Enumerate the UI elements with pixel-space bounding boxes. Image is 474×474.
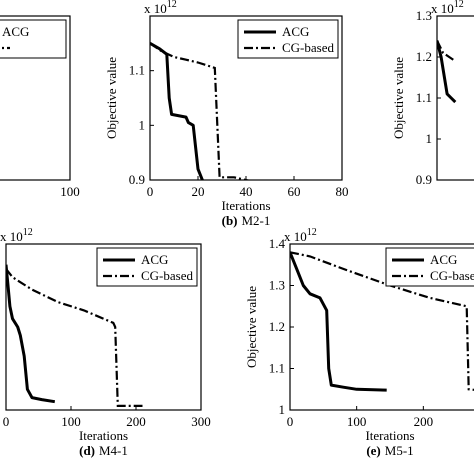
x-tick-label: 100 — [347, 414, 367, 429]
panel-caption-tag: (d) — [79, 443, 95, 458]
x-tick-label: 0 — [147, 184, 154, 199]
y-scale-base: x 10 — [431, 1, 454, 16]
legend-box — [237, 19, 339, 59]
y-tick-label: 1.4 — [269, 236, 286, 251]
panel-c-partial: 0.9 1 1.1 1.2 1.3 x 1012 Objective value — [391, 0, 474, 187]
y-tick-label: 1 — [139, 117, 146, 132]
y-scale-factor: x 1012 — [144, 0, 177, 16]
y-tick-label: 1 — [426, 131, 433, 146]
y-tick-label: 1.2 — [269, 319, 285, 334]
legend-label: ACG — [430, 252, 457, 267]
panel-caption-label: M5-1 — [385, 443, 414, 458]
y-tick-label: 1.3 — [269, 278, 285, 293]
y-scale-factor: x 1012 — [431, 0, 464, 16]
panel-caption-label: M4-1 — [99, 443, 128, 458]
panel-caption-tag: (b) — [222, 213, 238, 228]
legend-label: ACG — [2, 24, 29, 39]
series-line-cg-based — [6, 268, 143, 407]
y-scale-exponent: 12 — [167, 0, 177, 10]
axes-frame — [436, 15, 474, 181]
legend-label: ACG — [141, 252, 168, 267]
legend-label: CG-based — [141, 268, 193, 283]
x-tick-label: 200 — [414, 414, 434, 429]
x-tick-label: 100 — [61, 414, 81, 429]
y-scale-factor: x 1012 — [0, 227, 33, 244]
axes-frame — [5, 243, 202, 411]
x-tick-label: 20 — [192, 184, 205, 199]
legend-label: CG-based — [430, 268, 474, 283]
legend-box — [0, 19, 67, 59]
y-scale-base: x 10 — [0, 229, 23, 244]
y-scale-exponent: 12 — [307, 227, 317, 238]
y-tick-label: 1.2 — [416, 49, 432, 64]
panel-d-m4-1: 0 100 200 300 x 1012 Iterations(d) M4-1 ACGCG-b… — [0, 227, 211, 458]
series-line-acg — [290, 251, 387, 392]
y-scale-base: x 10 — [144, 1, 167, 16]
x-tick-label: 80 — [336, 184, 349, 199]
x-tick-label: 200 — [126, 414, 146, 429]
y-tick-label: 0.9 — [416, 172, 432, 187]
legend-box — [385, 247, 474, 287]
x-tick-label: 300 — [191, 414, 211, 429]
y-axis-label: Objective value — [244, 286, 259, 368]
series-line-acg — [437, 40, 457, 104]
panel-caption-tag: (e) — [366, 443, 380, 458]
x-axis-label: Iterations — [221, 198, 270, 213]
panel-a-partial: 100ACGCG-basedACG — [0, 15, 80, 199]
y-tick-label: 1.1 — [129, 63, 145, 78]
y-tick-label: 1.1 — [416, 90, 432, 105]
panel-caption: (b) M2-1 — [222, 213, 271, 228]
y-tick-label: 1 — [279, 402, 286, 417]
x-tick-label: 100 — [60, 184, 80, 199]
series-line-cg-based — [437, 40, 456, 63]
legend-label: ACG — [282, 24, 309, 39]
axes-frame — [0, 15, 71, 181]
series-line-cg-based — [150, 42, 252, 180]
panel-caption: (d) M4-1 — [79, 443, 128, 458]
y-scale-exponent: 12 — [454, 0, 464, 10]
panel-caption: (e) M5-1 — [366, 443, 413, 458]
x-tick-label: 0 — [3, 414, 10, 429]
x-tick-label: 60 — [288, 184, 301, 199]
x-axis-label: Iterations — [79, 428, 128, 443]
y-tick-label: 1.3 — [416, 8, 432, 23]
y-scale-exponent: 12 — [23, 227, 33, 238]
y-tick-label: 0.9 — [129, 172, 145, 187]
y-scale-factor: x 1012 — [284, 227, 317, 244]
panel-caption-label: M2-1 — [242, 213, 271, 228]
x-tick-label: 40 — [240, 184, 253, 199]
x-tick-label: 0 — [287, 414, 294, 429]
x-axis-label: Iterations — [365, 428, 414, 443]
y-tick-label: 1.1 — [269, 361, 285, 376]
y-axis-label: Objective value — [391, 57, 406, 139]
y-scale-base: x 10 — [284, 229, 307, 244]
legend-label: CG-based — [282, 40, 334, 55]
series-line-acg — [6, 264, 56, 404]
panel-b-m2-1: 0 20 40 60 80 0.9 1 1.1 x 1012 Objective value Ite… — [104, 0, 349, 228]
legend-box — [96, 247, 198, 287]
y-axis-label: Objective value — [104, 57, 119, 139]
